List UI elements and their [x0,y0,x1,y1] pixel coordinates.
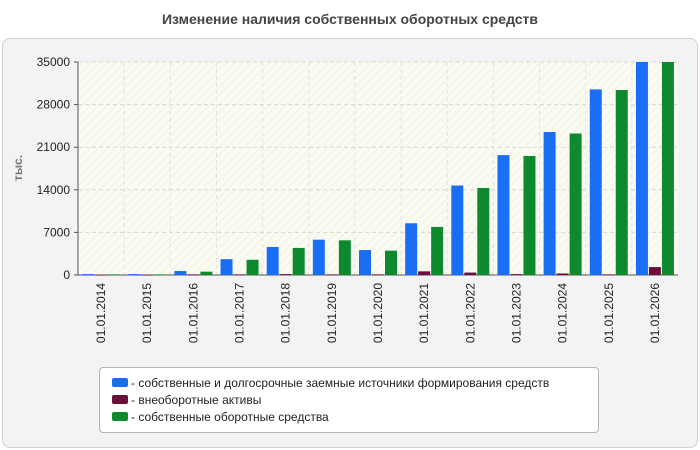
bar-sources-01.01.2018 [266,247,279,275]
bar-sources-01.01.2017 [220,259,233,275]
x-tick-label: 01.01.2014 [94,283,108,343]
bar-sources-01.01.2016 [174,271,187,275]
y-axis-ticks: 0 7000 14000 21000 28000 35000 [37,55,78,282]
x-tick-label: 01.01.2021 [417,283,431,343]
x-tick-label: 01.01.2018 [279,283,293,343]
y-tick-label: 28000 [37,98,71,112]
bar-noncurrent-assets-01.01.2023 [510,274,523,275]
legend-label-noncurrent-assets: - внеоборотные активы [131,393,262,407]
x-tick-label: 01.01.2022 [463,283,477,343]
bar-sources-01.01.2022 [451,185,464,275]
legend-swatch-working-capital [112,412,128,422]
bar-noncurrent-assets-01.01.2026 [648,267,661,275]
bar-sources-01.01.2024 [543,131,556,275]
bar-working-capital-01.01.2024 [569,133,582,275]
bar-working-capital-01.01.2014 [108,274,121,276]
bar-sources-01.01.2025 [589,89,602,275]
y-tick-label: 21000 [37,140,71,154]
legend-swatch-noncurrent-assets [112,395,128,405]
bar-working-capital-01.01.2019 [338,240,351,275]
x-tick-label: 01.01.2019 [325,283,339,343]
legend-item-working-capital: - собственные оборотные средства [112,410,329,424]
bar-noncurrent-assets-01.01.2022 [464,272,477,275]
bar-noncurrent-assets-01.01.2016 [187,274,200,276]
bar-working-capital-01.01.2026 [661,62,674,275]
bar-noncurrent-assets-01.01.2021 [418,271,431,275]
legend-label-working-capital: - собственные оборотные средства [131,410,329,424]
y-axis-label: тыс. [11,155,25,181]
legend-item-sources: - собственные и долгосрочные заемные ист… [112,376,549,390]
bar-sources-01.01.2019 [312,239,325,275]
y-tick-label: 0 [63,268,70,282]
bar-sources-01.01.2021 [405,223,418,275]
bars [82,62,674,276]
y-tick-label: 7000 [43,225,70,239]
bar-noncurrent-assets-01.01.2019 [325,274,338,276]
legend-item-noncurrent-assets: - внеоборотные активы [112,393,261,407]
chart-title: Изменение наличия собственных оборотных … [161,11,539,27]
bar-sources-01.01.2015 [128,274,141,275]
legend-swatch-sources [112,378,128,388]
legend: - собственные и долгосрочные заемные ист… [99,367,599,433]
bar-working-capital-01.01.2022 [477,187,490,275]
x-tick-label: 01.01.2023 [509,283,523,343]
x-tick-label: 01.01.2020 [371,283,385,343]
x-tick-label: 01.01.2015 [140,283,154,343]
x-tick-label: 01.01.2017 [233,283,247,343]
bar-sources-01.01.2014 [82,274,95,275]
bar-noncurrent-assets-01.01.2015 [141,274,154,276]
bar-working-capital-01.01.2023 [523,156,536,275]
x-tick-label: 01.01.2025 [602,283,616,343]
bar-noncurrent-assets-01.01.2024 [556,273,569,275]
bar-noncurrent-assets-01.01.2018 [279,274,292,275]
bar-working-capital-01.01.2015 [154,274,167,276]
bar-sources-01.01.2020 [359,250,371,275]
x-tick-label: 01.01.2024 [556,283,570,343]
bar-working-capital-01.01.2025 [615,89,628,275]
y-tick-label: 14000 [37,183,71,197]
y-tick-label: 35000 [37,55,71,69]
bar-sources-01.01.2026 [635,62,648,275]
bar-working-capital-01.01.2020 [385,250,397,275]
bar-noncurrent-assets-01.01.2017 [233,274,246,276]
bar-sources-01.01.2023 [497,155,510,275]
legend-label-sources: - собственные и долгосрочные заемные ист… [131,376,550,390]
bar-working-capital-01.01.2016 [200,271,213,275]
x-tick-label: 01.01.2016 [186,283,200,343]
bar-working-capital-01.01.2021 [431,226,444,275]
x-tick-label: 01.01.2026 [648,283,662,343]
plot-background [78,62,678,275]
bar-noncurrent-assets-01.01.2020 [372,274,384,276]
bar-noncurrent-assets-01.01.2014 [95,274,108,276]
bar-working-capital-01.01.2018 [292,247,305,275]
bar-working-capital-01.01.2017 [246,259,259,275]
x-axis-ticks: 01.01.2014 01.01.2015 01.01.2016 01.01.2017… [94,283,662,343]
bar-noncurrent-assets-01.01.2025 [602,274,615,276]
